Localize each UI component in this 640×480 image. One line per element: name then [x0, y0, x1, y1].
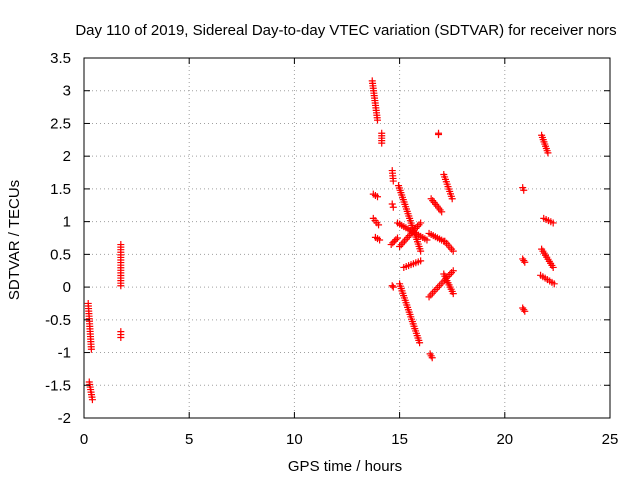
data-point: [392, 236, 400, 244]
data-point: [374, 193, 382, 201]
data-point: [521, 258, 529, 266]
data-point: [389, 239, 397, 247]
x-tick-label: 0: [80, 431, 88, 448]
data-point: [417, 219, 425, 227]
x-tick-label: 25: [602, 431, 619, 448]
data-point: [117, 333, 125, 341]
data-point: [393, 234, 401, 242]
y-tick-label: 1: [63, 214, 71, 231]
data-point: [423, 236, 431, 244]
data-point: [399, 239, 407, 247]
data-point: [416, 339, 424, 347]
chart-title: Day 110 of 2019, Sidereal Day-to-day VTE…: [75, 22, 616, 39]
y-tick-label: 2: [63, 148, 71, 165]
data-point: [376, 236, 384, 244]
x-tick-labels: 0 5 10 15 20 25: [80, 431, 619, 448]
data-point: [389, 283, 397, 291]
data-point: [520, 186, 528, 194]
axis-ticks: [83, 57, 611, 419]
data-point: [550, 280, 558, 288]
y-tick-label: 1.5: [50, 181, 71, 198]
data-point: [88, 396, 96, 404]
data-point: [449, 290, 457, 298]
x-tick-label: 5: [185, 431, 193, 448]
data-point: [387, 241, 395, 249]
y-tick-label: 0.5: [50, 246, 71, 263]
data-point: [544, 149, 552, 157]
data-point: [375, 221, 383, 229]
data-point: [374, 116, 382, 124]
y-tick-label: 3: [63, 83, 71, 100]
data-point: [417, 257, 425, 265]
y-tick-label: -2: [58, 410, 71, 427]
data-point: [449, 267, 457, 275]
data-point: [396, 243, 404, 251]
y-tick-label: -1: [58, 345, 71, 362]
data-point: [388, 200, 396, 208]
data-point: [549, 219, 557, 227]
data-point: [435, 131, 443, 139]
data-point: [389, 177, 397, 185]
data-point: [404, 233, 412, 241]
data-point: [417, 247, 425, 255]
data-point: [520, 257, 528, 265]
y-tick-label: -0.5: [45, 312, 71, 329]
data-point: [521, 307, 529, 315]
y-tick-label: 2.5: [50, 115, 71, 132]
y-tick-label: 0: [63, 279, 71, 296]
data-point: [428, 354, 436, 362]
data-point: [397, 241, 405, 249]
data-point: [449, 247, 457, 255]
y-tick-labels: -2 -1.5 -1 -0.5 0 0.5 1 1.5 2 2.5 3 3.5: [45, 50, 71, 427]
data-point: [438, 208, 446, 216]
x-tick-label: 10: [286, 431, 303, 448]
x-tick-label: 15: [391, 431, 408, 448]
data-point: [520, 306, 528, 314]
data-points: [84, 77, 558, 404]
data-point: [117, 282, 125, 290]
data-point: [378, 139, 386, 147]
y-tick-label: 3.5: [50, 50, 71, 67]
grid: [84, 58, 610, 418]
x-tick-label: 20: [496, 431, 513, 448]
data-point: [415, 221, 423, 229]
x-axis-title: GPS time / hours: [288, 458, 402, 475]
plot-frame: [83, 57, 611, 419]
data-point: [448, 195, 456, 203]
data-point: [402, 235, 410, 243]
y-axis-title: SDTVAR / TECUs: [6, 180, 23, 300]
data-point: [413, 223, 421, 231]
data-point: [388, 282, 396, 290]
y-tick-label: -1.5: [45, 377, 71, 394]
data-point: [390, 237, 398, 245]
data-point: [389, 203, 397, 211]
data-point: [400, 237, 408, 245]
data-point: [549, 263, 557, 271]
data-point: [87, 345, 95, 353]
